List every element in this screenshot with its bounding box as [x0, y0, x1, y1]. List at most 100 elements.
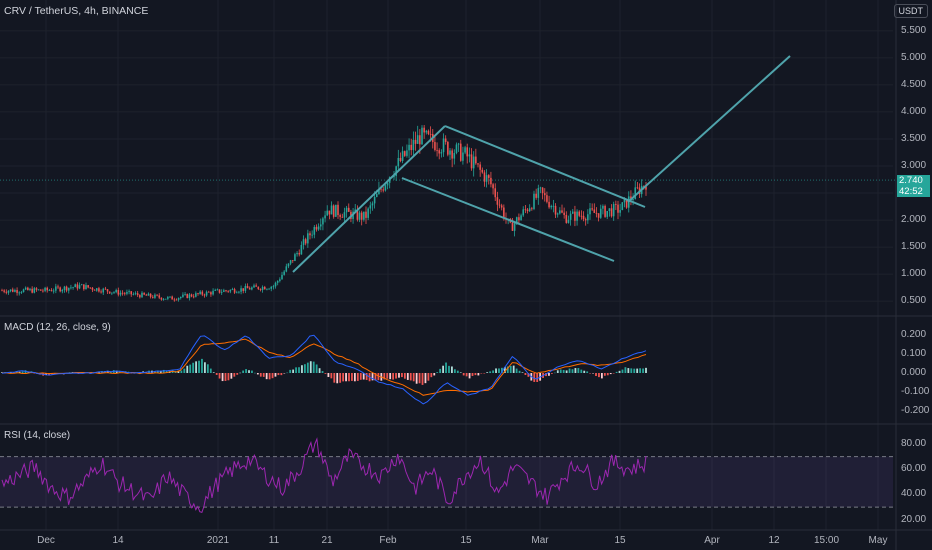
time-axis-label: 21 [321, 535, 333, 546]
candle-body [335, 204, 337, 217]
macd-line [1, 334, 647, 405]
macd-histogram-bar [115, 370, 118, 373]
currency-button[interactable]: USDT [893, 4, 928, 18]
grid-lines [0, 0, 893, 530]
time-axis-label: 15:00 [814, 535, 840, 546]
macd-histogram-bar [412, 373, 415, 382]
candle-body [608, 208, 611, 212]
candle-body [451, 150, 453, 159]
candle-body [156, 294, 158, 296]
candle-body [500, 205, 503, 208]
price-axis-label: 2.000 [901, 214, 927, 226]
macd-histogram-bar [262, 373, 265, 377]
candle-body [438, 150, 441, 154]
macd-histogram-bar [498, 368, 500, 373]
macd-histogram-bar [280, 373, 283, 376]
trendline[interactable] [292, 125, 446, 273]
candle-body [531, 208, 533, 210]
macd-histogram-bar [359, 373, 362, 380]
candle-body [386, 182, 389, 186]
candle-body [304, 239, 307, 244]
candle-body [87, 285, 89, 288]
macd-histogram-bar [392, 373, 395, 380]
time-axis-label: 12 [768, 535, 780, 546]
macd-histogram-bar [477, 373, 480, 376]
candle-body [242, 288, 245, 291]
candle-body [9, 289, 12, 291]
macd-histogram-bar [577, 368, 580, 373]
macd-histogram-bar [309, 361, 312, 373]
macd-histogram-bar [595, 373, 597, 377]
macd-histogram-bar [333, 373, 336, 383]
macd-histogram-bar [642, 368, 644, 373]
macd-histogram-bar [218, 373, 221, 379]
candle-body [632, 198, 634, 200]
macd-histogram-bar [465, 373, 468, 377]
trendline[interactable] [444, 125, 646, 208]
candle-body [317, 226, 320, 230]
candle-body [354, 209, 357, 212]
candle-body [576, 211, 578, 221]
candle-body [539, 187, 542, 189]
candle-body [24, 287, 27, 290]
candle-body [518, 217, 520, 221]
macd-histogram-bar [600, 373, 603, 379]
candle-body [289, 260, 292, 264]
macd-histogram-bar [521, 372, 524, 373]
macd-histogram-bar [603, 373, 606, 376]
candle-body [195, 293, 197, 297]
candle-body [363, 211, 365, 220]
macd-histogram-bar [256, 373, 259, 375]
macd-histogram-bar [395, 373, 397, 379]
candle-body [67, 287, 70, 291]
macd-histogram-bar [371, 373, 374, 381]
macd-histogram-bar [621, 369, 624, 373]
candle-body [373, 196, 376, 204]
candle-body [186, 294, 189, 299]
candle-body [119, 292, 122, 295]
candle-body [416, 135, 419, 144]
candle-body [472, 156, 475, 169]
macd-histogram-bar [374, 373, 377, 381]
macd-title[interactable]: MACD (12, 26, close, 9) [4, 322, 111, 333]
rsi-axis-label: 40.00 [901, 488, 927, 500]
rsi-title[interactable]: RSI (14, close) [4, 430, 71, 441]
candle-body [5, 291, 8, 293]
candle-body [543, 193, 546, 196]
candle-body [578, 211, 581, 216]
macd-histogram-bar [536, 373, 539, 383]
candle-body [22, 289, 25, 293]
macd-histogram-bar [533, 373, 536, 382]
candle-body [347, 207, 350, 212]
candle-body [268, 288, 270, 290]
macd-histogram-bar [565, 370, 568, 373]
candle-body [27, 287, 29, 291]
macd-histogram-bar [271, 373, 274, 379]
candle-body [74, 284, 77, 288]
candle-body [300, 244, 303, 255]
time-axis-label: Mar [531, 535, 549, 546]
macd-histogram-bar [156, 370, 159, 373]
macd-histogram-bar [224, 373, 227, 381]
time-axis-label: 14 [112, 535, 124, 546]
macd-histogram-bar [353, 373, 356, 382]
candle-body [571, 211, 574, 214]
trendline-drawings[interactable] [292, 55, 791, 273]
macd-histogram-bar [259, 373, 262, 377]
candle-body [78, 285, 81, 289]
candle-body [425, 130, 428, 133]
macd-axis-label: 0.200 [901, 329, 927, 341]
macd-histogram-bar [283, 373, 286, 374]
candle-body [7, 290, 10, 293]
macd-histogram-bar [618, 370, 621, 373]
trendline[interactable] [401, 177, 615, 262]
macd-histogram-bar [609, 373, 612, 375]
candle-body [634, 187, 637, 199]
trendline[interactable] [627, 55, 791, 203]
candle-body [612, 204, 615, 217]
macd-histogram-bar [68, 372, 71, 373]
symbol-title[interactable]: CRV / TetherUS, 4h, BINANCE [4, 5, 149, 17]
candle-body [584, 219, 587, 221]
candle-body [117, 290, 120, 295]
